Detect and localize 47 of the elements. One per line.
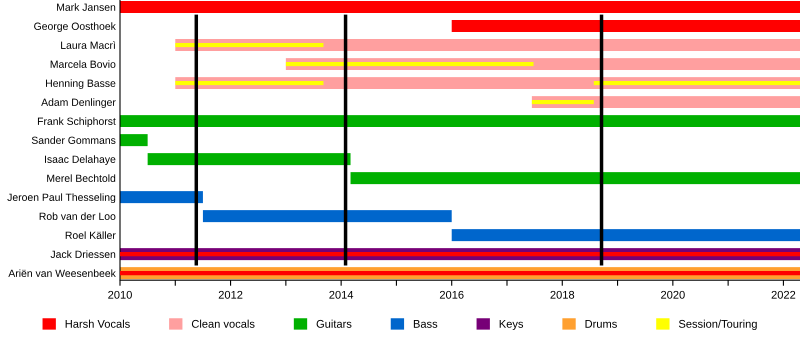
x-tick-label: 2016 xyxy=(440,290,464,299)
bar xyxy=(148,153,351,166)
bar xyxy=(452,20,800,32)
legend-label: Harsh Vocals xyxy=(66,320,130,328)
y-tick-label: Ariën van Weesenbeek xyxy=(8,269,116,278)
bar xyxy=(532,96,800,108)
legend-label: Clean vocals xyxy=(192,320,255,328)
x-tick-label: 2022 xyxy=(772,290,796,299)
bar xyxy=(175,80,324,86)
x-tick-label: 2020 xyxy=(661,290,685,299)
y-tick-label: Adam Denlinger xyxy=(41,98,116,108)
bar xyxy=(532,100,594,104)
y-tick-label: Marcela Bovio xyxy=(50,60,116,68)
legend-label: Keys xyxy=(500,320,524,330)
x-tick-label: 2010 xyxy=(108,290,132,299)
x-tick-label: 2012 xyxy=(218,290,242,299)
bar xyxy=(120,191,203,204)
bar xyxy=(120,115,800,128)
y-tick-label: Henning Basse xyxy=(46,79,116,89)
y-tick-label: Merel Bechtold xyxy=(47,174,116,182)
legend-label: Drums xyxy=(586,320,617,328)
bar xyxy=(120,134,148,146)
bar xyxy=(286,62,534,66)
x-tick-label: 2014 xyxy=(329,290,354,299)
y-tick-label: Laura Macrì xyxy=(61,41,116,49)
bar xyxy=(175,39,800,52)
bar xyxy=(120,1,800,14)
bar xyxy=(452,229,800,242)
bar xyxy=(120,252,800,256)
y-tick-label: Jack Driessen xyxy=(50,250,116,258)
bar xyxy=(120,271,800,276)
x-tick-label: 2018 xyxy=(550,290,574,299)
legend-label: Session/Touring xyxy=(678,320,757,330)
legend-label: Guitars xyxy=(316,320,352,328)
bar xyxy=(175,42,324,48)
y-tick-label: George Oosthoek xyxy=(34,22,116,32)
y-tick-label: Roel Käller xyxy=(66,231,116,239)
y-tick-label: Rob van der Loo xyxy=(40,212,116,220)
y-tick-label: Frank Schiphorst xyxy=(38,117,116,128)
bar xyxy=(350,172,800,184)
bar xyxy=(202,210,452,222)
y-tick-label: Mark Jansen xyxy=(57,3,116,11)
y-tick-label: Isaac Delahaye xyxy=(44,155,116,166)
y-tick-label: Jeroen Paul Thesseling xyxy=(7,193,116,204)
legend-label: Bass xyxy=(414,320,438,328)
y-tick-label: Sander Gommans xyxy=(32,136,116,144)
bar xyxy=(594,80,800,86)
